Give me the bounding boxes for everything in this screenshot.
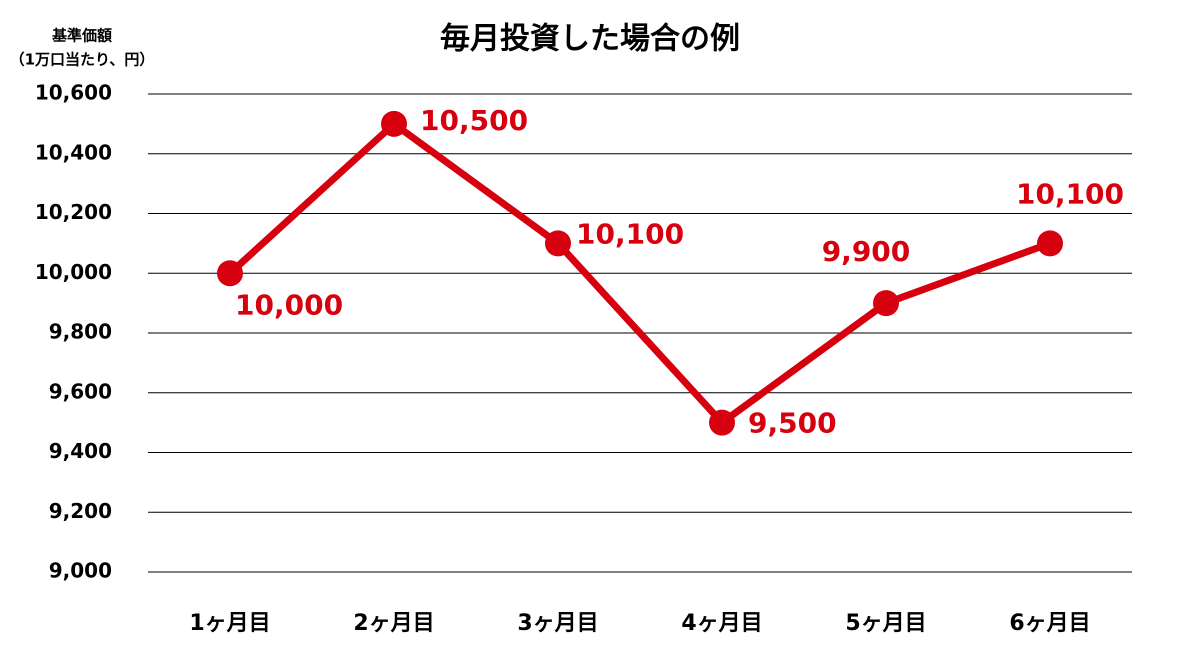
marker: [1037, 230, 1063, 257]
data-label: 10,100: [1016, 177, 1124, 210]
marker: [217, 260, 243, 287]
y-tick-label: 9,400: [49, 439, 112, 463]
line: [227, 120, 1052, 427]
y-axis-label: （1万口当たり、円）: [10, 51, 155, 69]
y-tick-label: 9,000: [49, 559, 112, 583]
x-tick-label: 4ヶ月目: [681, 611, 762, 636]
data-label: 10,000: [235, 288, 343, 321]
y-tick-label: 10,400: [35, 140, 112, 164]
x-tick-label: 5ヶ月目: [845, 611, 926, 636]
marker: [709, 409, 735, 436]
y-axis-label: 基準価額: [51, 27, 112, 45]
x-tick-label: 2ヶ月目: [353, 611, 434, 636]
marker: [873, 290, 899, 317]
data-label: 10,500: [420, 104, 528, 137]
data-label: 10,100: [576, 217, 684, 250]
y-tick-label: 10,000: [35, 260, 112, 284]
y-tick-label: 10,600: [35, 81, 112, 105]
data-label: 9,500: [748, 407, 837, 440]
x-tick-label: 6ヶ月目: [1009, 611, 1090, 636]
y-tick-label: 9,600: [49, 379, 112, 403]
y-tick-label: 9,800: [49, 320, 112, 344]
y-tick-label: 9,200: [49, 499, 112, 523]
data-label: 9,900: [822, 235, 911, 268]
chart-title: 毎月投資した場合の例: [440, 22, 740, 57]
marker: [545, 230, 571, 257]
x-tick-label: 3ヶ月目: [517, 611, 598, 636]
x-tick-label: 1ヶ月目: [189, 611, 270, 636]
y-tick-label: 10,200: [35, 200, 112, 224]
marker: [381, 110, 407, 137]
